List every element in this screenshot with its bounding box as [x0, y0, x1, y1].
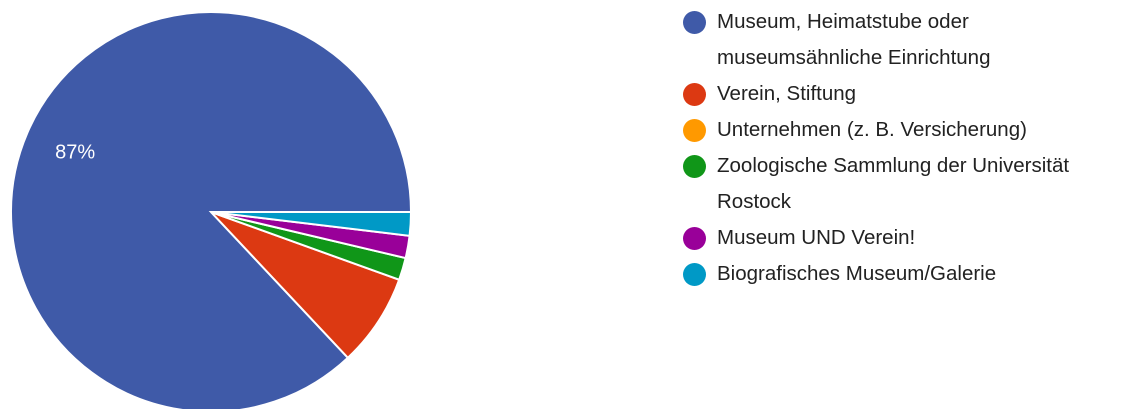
legend-label: Biografisches Museum/Galerie — [717, 262, 997, 285]
legend-item-4: Museum UND Verein! — [683, 220, 1123, 256]
legend-label: Museum UND Verein! — [717, 226, 916, 249]
legend-item-2: Unternehmen (z. B. Versicherung) — [683, 112, 1123, 148]
legend-item-0: Museum, Heimatstube oder museumsähnliche… — [683, 4, 1123, 76]
legend-item-1: Verein, Stiftung — [683, 76, 1123, 112]
legend-label: Unternehmen (z. B. Versicherung) — [717, 118, 1027, 141]
legend-swatch-icon — [683, 227, 706, 250]
legend-swatch-icon — [683, 263, 706, 286]
legend-label: Verein, Stiftung — [717, 82, 857, 105]
pie-slice-5 — [210, 211, 413, 237]
legend-label: Zoologische Sammlung der Universität Ros… — [717, 154, 1070, 213]
pie-slice-label-0: 87% — [55, 141, 95, 163]
legend-swatch-icon — [683, 155, 706, 178]
legend-swatch-icon — [683, 119, 706, 142]
legend-item-3: Zoologische Sammlung der Universität Ros… — [683, 148, 1123, 220]
pie-slice-0 — [10, 11, 413, 409]
pie-chart: 87% — [10, 11, 413, 409]
legend-item-5: Biografisches Museum/Galerie — [683, 256, 1123, 292]
legend-swatch-icon — [683, 11, 706, 34]
legend-swatch-icon — [683, 83, 706, 106]
legend-label: Museum, Heimatstube oder museumsähnliche… — [717, 10, 991, 69]
chart-legend: Museum, Heimatstube oder museumsähnliche… — [683, 4, 1123, 292]
